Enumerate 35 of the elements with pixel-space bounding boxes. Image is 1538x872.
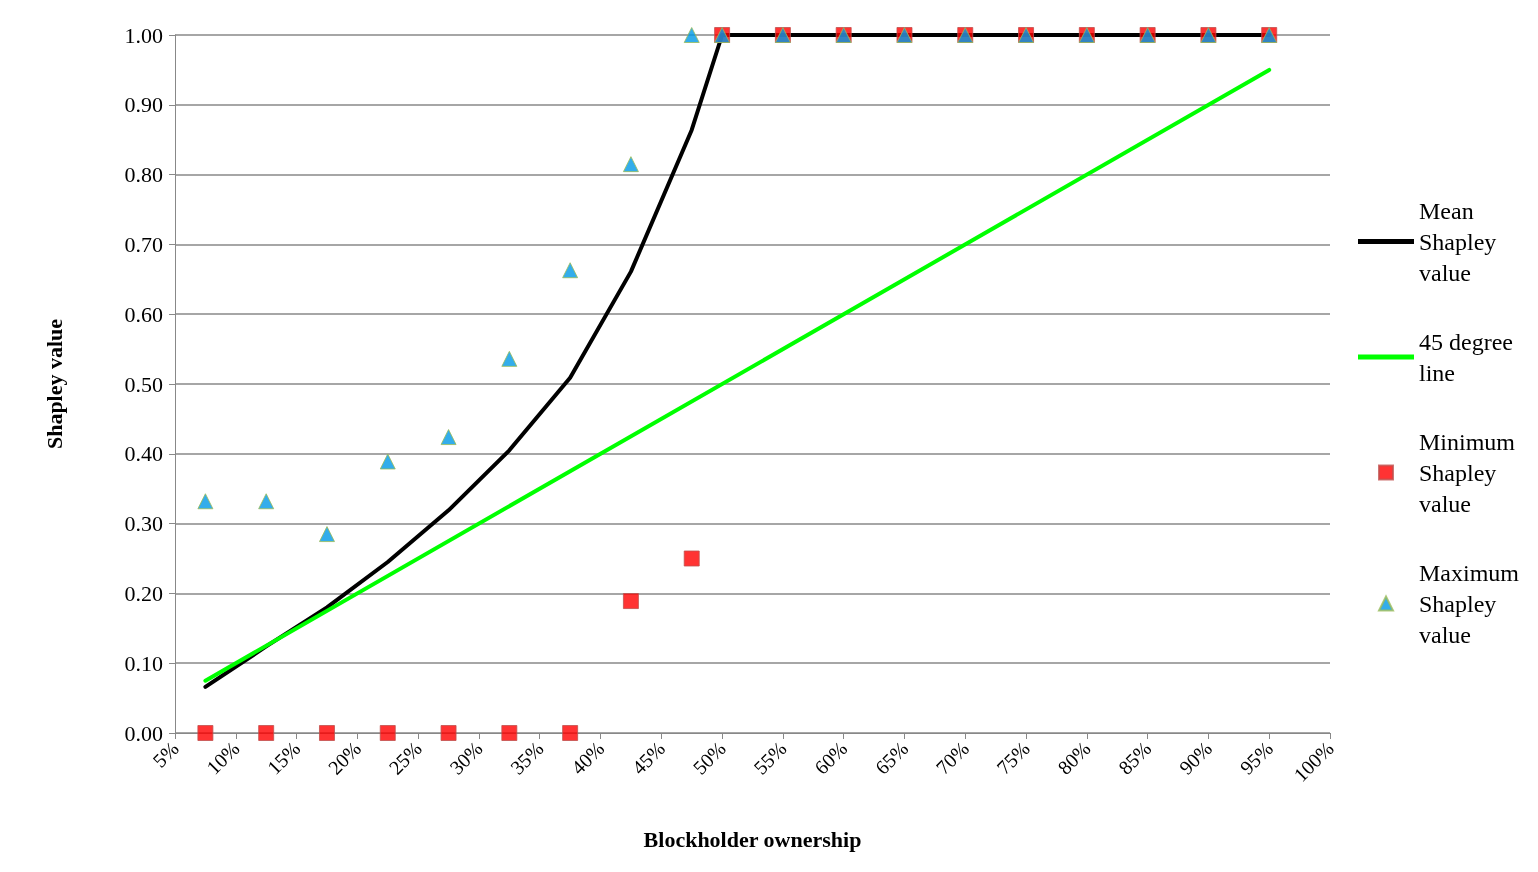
- x-tick-label: 40%: [566, 737, 609, 779]
- y-tick-label: 0.10: [124, 650, 163, 676]
- legend-label: Maximum Shapley value: [1419, 559, 1525, 648]
- y-tick-label: 0.80: [124, 162, 163, 188]
- y-tick-label: 0.20: [124, 580, 163, 606]
- x-axis-title: Blockholder ownership: [643, 826, 862, 852]
- y-axis-title: Shapley value: [41, 318, 67, 450]
- x-tick-label: 65%: [870, 737, 913, 779]
- x-tick-label: 80%: [1053, 737, 1095, 779]
- x-tick-label: 25%: [384, 737, 426, 779]
- y-tick-label: 0.60: [124, 301, 163, 327]
- x-tick-label: 30%: [445, 737, 487, 779]
- x-tick-label: 90%: [1174, 737, 1217, 779]
- y-tick-label: 0.50: [124, 371, 163, 397]
- x-tick-label: 60%: [810, 737, 852, 779]
- x-tick-label: 75%: [992, 737, 1034, 779]
- x-tick-label: 70%: [931, 737, 974, 779]
- x-tick-label: 85%: [1113, 737, 1156, 779]
- legend-label: Mean Shapley value: [1419, 197, 1503, 286]
- x-tick-label: 45%: [627, 737, 670, 779]
- y-tick-label: 0.90: [124, 92, 163, 118]
- y-tick-label: 0.00: [124, 720, 163, 746]
- x-tick-label: 10%: [202, 737, 244, 779]
- x-tick-label: 15%: [262, 737, 305, 779]
- y-tick-label: 0.30: [124, 511, 163, 537]
- x-tick-label: 95%: [1235, 737, 1277, 779]
- y-tick-label: 0.70: [124, 231, 163, 257]
- y-tick-label: 0.40: [124, 441, 163, 467]
- y-tick-label: 1.00: [124, 22, 163, 48]
- legend-label: Minimum Shapley value: [1419, 428, 1522, 517]
- x-tick-label: 50%: [688, 737, 730, 779]
- x-tick-label: 20%: [323, 737, 366, 779]
- x-tick-label: 55%: [749, 737, 791, 779]
- x-tick-label: 35%: [506, 737, 548, 779]
- legend-label: 45 degree line: [1419, 328, 1519, 386]
